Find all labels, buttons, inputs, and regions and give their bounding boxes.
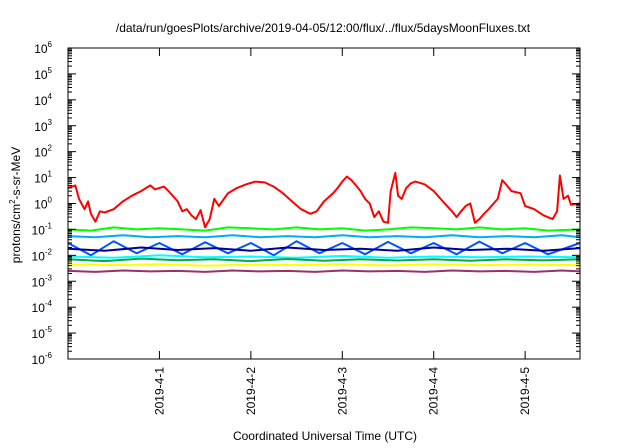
series-line-9 bbox=[67, 269, 581, 273]
x-tick-label: 2019-4-3 bbox=[335, 367, 349, 415]
y-tick-label: 10-3 bbox=[32, 273, 53, 289]
x-tick-label: 2019-4-4 bbox=[427, 367, 441, 415]
y-tick-label: 10-1 bbox=[32, 221, 53, 237]
y-axis: 10-6 10-5 10-4 10-3 10-2 10-1 100 101 102 103 104 1… bbox=[32, 40, 580, 367]
y-tick-label: 105 bbox=[34, 66, 52, 82]
y-tick-label: 10-6 bbox=[32, 351, 53, 367]
series-line-2 bbox=[67, 226, 581, 232]
y-tick-label: 10-5 bbox=[32, 325, 53, 341]
series-line-5 bbox=[67, 246, 581, 252]
chart-title: /data/run/goesPlots/archive/2019-04-05/1… bbox=[116, 21, 531, 35]
series-line-4 bbox=[67, 240, 581, 257]
series-line-7 bbox=[67, 257, 581, 263]
series-line-1 bbox=[67, 172, 581, 229]
y-axis-label: protons/cm2-s-sr-MeV bbox=[8, 147, 23, 263]
x-tick-label: 2019-4-1 bbox=[152, 367, 166, 415]
y-tick-label: 10-4 bbox=[32, 299, 53, 315]
y-tick-label: 10-2 bbox=[32, 247, 53, 263]
series-line-3 bbox=[67, 234, 581, 239]
x-axis-label: Coordinated Universal Time (UTC) bbox=[233, 429, 417, 443]
y-tick-label: 104 bbox=[34, 92, 52, 108]
y-tick-label: 102 bbox=[34, 144, 52, 160]
x-tick-label: 2019-4-2 bbox=[244, 367, 258, 415]
y-tick-label: 100 bbox=[34, 196, 52, 212]
series-layer bbox=[67, 172, 581, 273]
series-line-8 bbox=[67, 263, 581, 267]
plot-frame bbox=[67, 47, 581, 360]
y-tick-label: 103 bbox=[34, 118, 52, 134]
x-tick-label: 2019-4-5 bbox=[518, 367, 532, 415]
series-line-6 bbox=[67, 254, 581, 259]
y-tick-label: 106 bbox=[34, 40, 52, 56]
y-tick-label: 101 bbox=[34, 170, 52, 186]
x-axis: 2019-4-1 2019-4-2 2019-4-3 2019-4-4 2019-4-5 bbox=[152, 48, 532, 415]
